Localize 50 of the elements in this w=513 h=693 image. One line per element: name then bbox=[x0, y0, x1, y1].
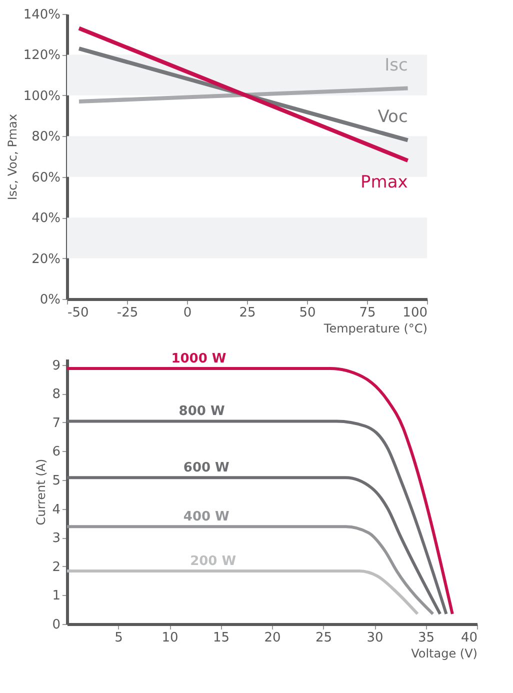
x-tick-label: 40 bbox=[460, 630, 478, 646]
x-axis-title: Voltage (V) bbox=[411, 646, 478, 660]
y-tick-label: 60% bbox=[32, 170, 60, 186]
series-label: 800 W bbox=[178, 404, 225, 420]
y-tick-label: 0 bbox=[52, 618, 60, 632]
line-series bbox=[66, 420, 448, 616]
y-tick-label: 20% bbox=[32, 252, 60, 267]
x-tick-label: -50 bbox=[68, 306, 89, 320]
y-tick-label: 4 bbox=[52, 502, 60, 518]
x-tick-label: 50 bbox=[299, 306, 316, 320]
y-tick-label: 6 bbox=[52, 444, 60, 460]
y-tick-label: 100% bbox=[23, 88, 60, 104]
y-axis-title: Current (A) bbox=[34, 458, 48, 526]
x-tick-label: -25 bbox=[116, 306, 138, 320]
y-tick-label: 2 bbox=[52, 560, 60, 575]
y-tick-label: 40% bbox=[32, 211, 60, 226]
series-label: 200 W bbox=[190, 554, 236, 569]
x-tick-label: 25 bbox=[315, 630, 332, 646]
series-label: 1000 W bbox=[171, 352, 226, 367]
y-axis-title: Isc, Voc, Pmax bbox=[5, 114, 20, 200]
x-tick-label: 75 bbox=[359, 306, 376, 320]
x-tick-label: 25 bbox=[239, 306, 256, 320]
series-label: 600 W bbox=[183, 460, 230, 476]
x-tick-label: 0 bbox=[183, 306, 192, 320]
x-tick-label: 30 bbox=[366, 630, 384, 646]
line-series bbox=[66, 476, 442, 616]
y-tick-label: 3 bbox=[52, 531, 60, 546]
series-label: Voc bbox=[378, 107, 408, 128]
y-tick-label: 7 bbox=[52, 416, 60, 431]
x-tick-label: 5 bbox=[114, 630, 123, 646]
x-tick-label: 15 bbox=[212, 630, 230, 646]
y-tick-label: 9 bbox=[52, 358, 60, 374]
x-tick-label: 100 bbox=[402, 306, 428, 320]
series-label: 400 W bbox=[183, 510, 230, 525]
y-tick-label: 80% bbox=[32, 130, 60, 145]
line-series bbox=[66, 525, 434, 616]
y-tick-label: 120% bbox=[23, 48, 60, 64]
y-tick-label: 0% bbox=[40, 292, 60, 308]
y-tick-label: 140% bbox=[23, 8, 60, 22]
x-tick-label: 20 bbox=[264, 630, 281, 646]
line-series bbox=[66, 367, 454, 616]
line-series bbox=[66, 570, 420, 616]
x-tick-label: 10 bbox=[162, 630, 178, 646]
series-label: Pmax bbox=[360, 172, 408, 193]
y-tick-label: 1 bbox=[52, 588, 60, 604]
y-tick-label: 5 bbox=[52, 473, 60, 488]
y-tick-label: 8 bbox=[52, 387, 60, 402]
series-label: Isc bbox=[384, 55, 408, 76]
x-tick-label: 35 bbox=[418, 630, 435, 646]
x-axis-title: Temperature (°C) bbox=[322, 322, 428, 336]
